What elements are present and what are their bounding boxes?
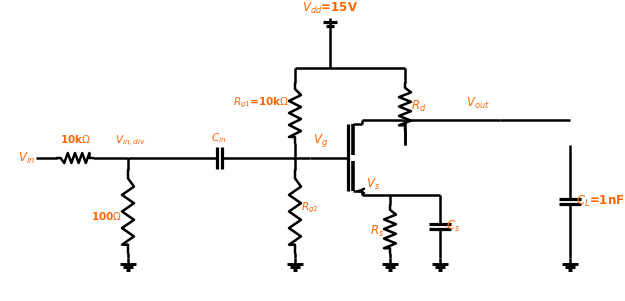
Text: $V_s$: $V_s$ [366,177,380,192]
Text: 100$\Omega$: 100$\Omega$ [91,210,122,222]
Text: $R_d$: $R_d$ [411,99,426,114]
Text: $V_{dd}$=15V: $V_{dd}$=15V [302,1,358,16]
Text: $C_L$=1nF: $C_L$=1nF [576,194,624,209]
Text: $C_s$: $C_s$ [446,219,461,234]
Text: $R_{g2}$: $R_{g2}$ [301,201,319,215]
Text: 10k$\Omega$: 10k$\Omega$ [59,133,91,145]
Text: $R_{g1}$=10k$\Omega$: $R_{g1}$=10k$\Omega$ [232,96,289,110]
Text: $V_{out}$: $V_{out}$ [466,96,490,111]
Text: $V_{in,div}$: $V_{in,div}$ [115,134,145,149]
Text: $R_s$: $R_s$ [370,224,384,239]
Text: $V_g$: $V_g$ [313,132,328,149]
Text: $C_{in}$: $C_{in}$ [211,131,227,145]
Text: $V_{in}$: $V_{in}$ [18,150,35,166]
